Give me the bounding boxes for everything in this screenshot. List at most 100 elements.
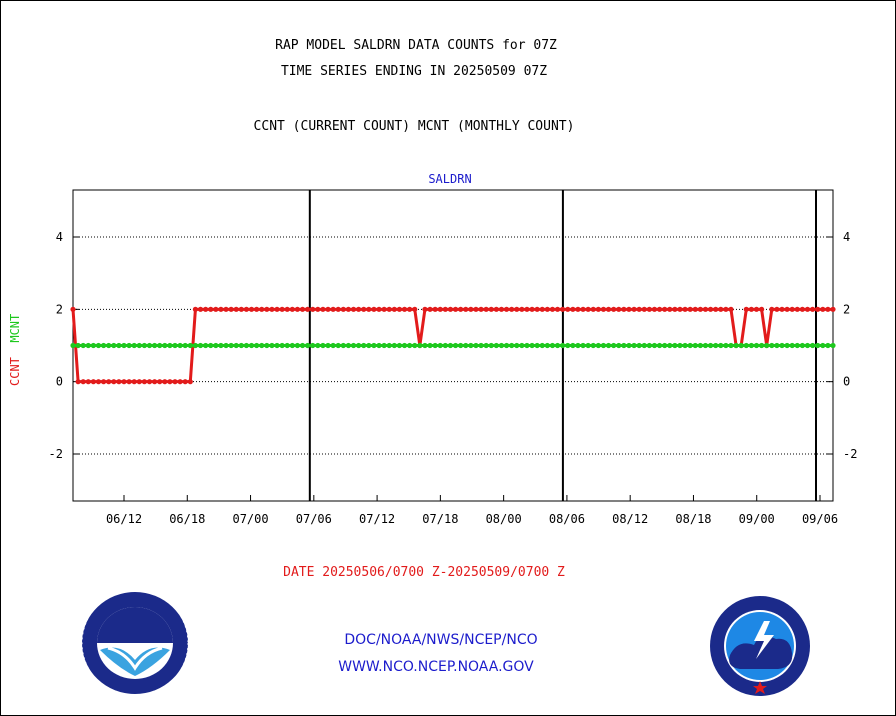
data-point-mcnt [85,342,91,349]
data-point-ccnt [534,306,540,312]
data-point-ccnt [442,306,448,312]
data-point-mcnt [519,342,525,349]
data-point-mcnt [335,342,341,349]
data-point-ccnt [126,379,132,385]
data-point-ccnt [305,306,311,312]
data-point-ccnt [320,306,326,312]
data-point-ccnt [412,306,418,312]
data-point-ccnt [259,306,265,312]
data-point-mcnt [621,342,627,349]
data-point-ccnt [243,306,250,312]
data-point-mcnt [126,342,132,349]
date-range-label: DATE 20250506/0700 Z-20250509/0700 Z [283,565,565,580]
data-point-ccnt [111,379,117,385]
data-point-ccnt [463,306,469,312]
data-point-ccnt [478,306,484,312]
data-point-ccnt [488,306,494,312]
data-point-mcnt [687,342,693,349]
data-point-mcnt [417,342,423,349]
data-point-mcnt [626,342,632,349]
data-point-mcnt [718,342,724,349]
data-point-mcnt [248,342,255,349]
data-point-mcnt [437,342,443,349]
data-point-mcnt [203,342,209,349]
data-point-mcnt [299,342,306,349]
data-point-mcnt [697,342,703,349]
data-point-ccnt [101,379,107,385]
data-point-ccnt [524,306,530,312]
data-point-mcnt [386,342,392,349]
data-point-mcnt [401,342,408,349]
data-point-ccnt [514,306,520,312]
data-point-mcnt [330,342,336,349]
data-point-mcnt [524,342,530,349]
data-point-ccnt [815,306,821,312]
data-point-mcnt [544,342,550,349]
x-tick-label: 06/12 [106,512,142,526]
data-point-ccnt [218,306,224,312]
data-point-mcnt [192,342,199,349]
data-point-mcnt [152,342,158,349]
y-tick-label: 0 [56,375,63,389]
data-point-mcnt [182,342,188,349]
data-point-ccnt [376,306,382,312]
x-tick-label: 08/06 [549,512,585,526]
y-tick-label-right: 0 [843,375,850,389]
data-point-mcnt [90,342,97,349]
data-point-ccnt [662,306,668,312]
data-point-mcnt [350,342,357,349]
data-point-mcnt [146,342,153,349]
data-point-ccnt [473,306,479,312]
data-point-mcnt [381,342,387,349]
data-point-ccnt [682,306,688,312]
data-point-ccnt [152,379,158,385]
data-point-ccnt [621,306,627,312]
data-point-ccnt [554,306,561,312]
data-point-mcnt [651,342,658,349]
data-point-mcnt [733,342,739,349]
data-point-ccnt [106,379,112,385]
data-point-ccnt [437,306,443,312]
data-point-mcnt [376,342,382,349]
data-point-ccnt [254,306,260,312]
data-point-mcnt [779,342,785,349]
data-point-mcnt [738,342,744,349]
data-point-mcnt [743,342,749,349]
data-point-mcnt [187,342,193,349]
data-point-mcnt [682,342,688,349]
data-point-ccnt [396,306,403,312]
data-point-mcnt [116,342,122,349]
data-point-ccnt [743,306,749,312]
data-point-ccnt [804,306,811,312]
data-point-ccnt [677,306,683,312]
data-point-ccnt [182,379,188,385]
data-point-ccnt [636,306,642,312]
data-point-ccnt [830,306,836,312]
data-point-mcnt [692,342,698,349]
data-point-mcnt [162,342,168,349]
data-point-ccnt [299,306,306,312]
website-link[interactable]: WWW.NCO.NCEP.NOAA.GOV [338,659,534,675]
data-point-mcnt [157,342,163,349]
data-point-ccnt [605,306,612,312]
data-point-mcnt [509,342,515,349]
data-point-mcnt [407,342,413,349]
data-point-ccnt [509,306,515,312]
data-point-ccnt [656,306,663,312]
data-point-ccnt [626,306,632,312]
data-point-ccnt [779,306,785,312]
data-point-mcnt [101,342,107,349]
data-point-mcnt [131,342,137,349]
data-point-ccnt [529,306,535,312]
data-point-mcnt [412,342,418,349]
data-point-ccnt [748,306,754,312]
data-point-mcnt [213,342,219,349]
data-point-mcnt [565,342,571,349]
data-point-ccnt [718,306,724,312]
data-point-ccnt [580,306,586,312]
data-point-ccnt [570,306,576,312]
data-point-mcnt [340,342,346,349]
data-point-mcnt [233,342,239,349]
data-point-mcnt [361,342,367,349]
